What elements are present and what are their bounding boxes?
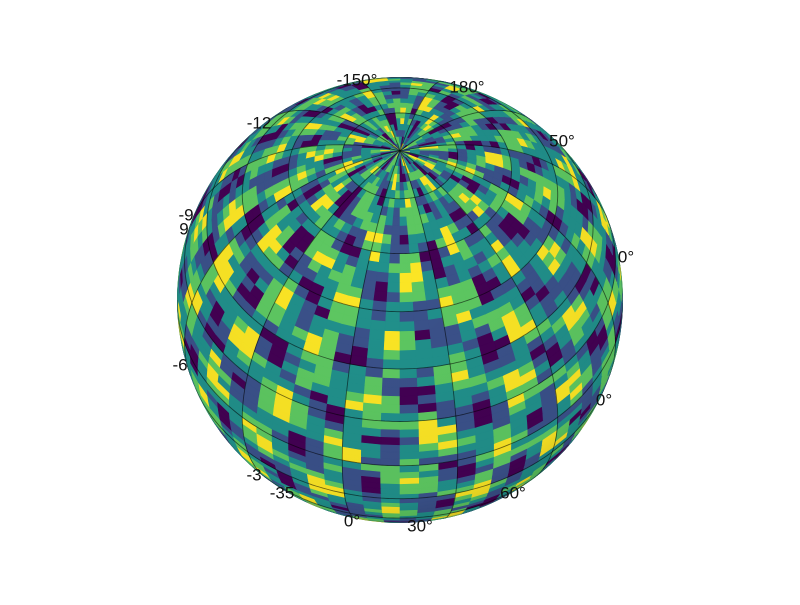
tick-label-lon-60: 60° <box>500 483 526 503</box>
meridian-line <box>267 109 401 152</box>
parallel-line <box>206 134 594 370</box>
parallel-line <box>251 466 549 519</box>
parallel-line <box>288 87 512 255</box>
meridian-line <box>184 150 401 376</box>
sphere-outline <box>177 77 623 523</box>
meridian-line <box>399 150 459 520</box>
meridian-line <box>399 144 610 223</box>
meridian-line <box>357 80 401 151</box>
tick-label-lon-90r: 0° <box>595 390 613 410</box>
meridian-line <box>399 150 616 376</box>
tick-label-lon-30: 30° <box>407 516 433 536</box>
sphere-shading <box>177 77 623 523</box>
tick-label-lon-m60: -6 <box>172 355 188 375</box>
tick-label-lon-m120: -12 <box>246 113 272 133</box>
tick-label-lon-m35: -35 <box>269 483 295 503</box>
tick-label-lon-m90: -9 <box>178 205 194 225</box>
parallel-line <box>177 300 623 467</box>
parallel-line <box>341 112 459 200</box>
tick-label-lon-180: 180° <box>449 77 485 97</box>
tick-label-lon-120: 0° <box>617 247 635 267</box>
tick-label-lon-90: 9 <box>179 219 189 239</box>
graticule <box>177 77 623 523</box>
tick-label-lon-0: 0° <box>343 511 361 531</box>
tick-label-lon-m150: -150° <box>336 70 378 90</box>
tick-label-lon-150: 50° <box>549 131 575 151</box>
meridian-line <box>399 109 533 152</box>
parallel-line <box>184 214 616 422</box>
parallel-line <box>194 387 606 500</box>
meridian-line <box>399 150 559 479</box>
meridian-line <box>399 80 443 151</box>
meridian-line <box>341 150 401 520</box>
meridian-line <box>241 150 401 479</box>
parallel-line <box>241 77 559 313</box>
tick-label-lon-m30: -3 <box>246 465 262 485</box>
meridian-line <box>190 144 401 223</box>
